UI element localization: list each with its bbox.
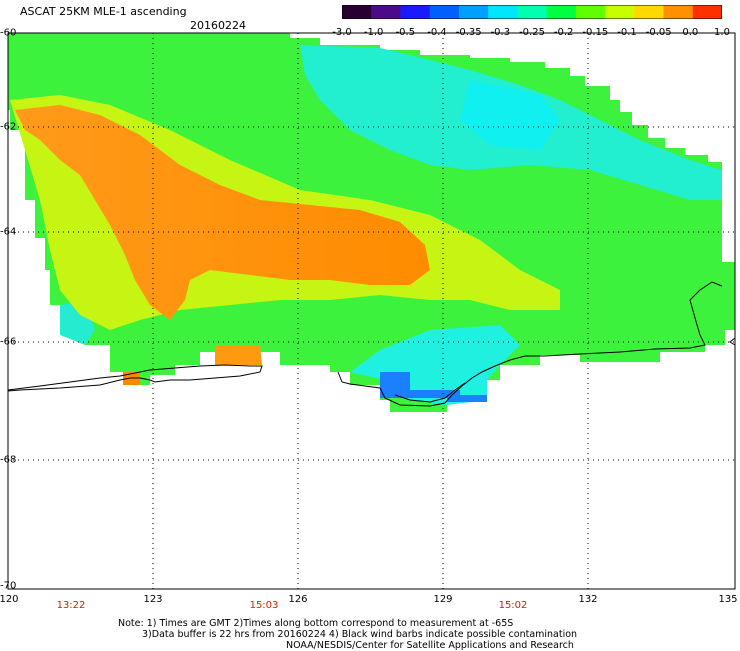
- lon-label-123: 123: [143, 594, 163, 605]
- coastline-inlet: [394, 382, 466, 403]
- colorbar-swatch: [458, 5, 489, 19]
- pass-time-label: 15:02: [498, 600, 528, 611]
- colorbar-swatch: [605, 5, 635, 19]
- swath-orange-core: [15, 105, 430, 320]
- colorbar-swatch: [342, 5, 372, 19]
- lon-label-120: 120: [0, 594, 19, 605]
- lat-label-66: -66: [0, 336, 17, 348]
- lat-label-62: -62: [0, 121, 17, 133]
- chart-title: ASCAT 25KM MLE-1 ascending: [20, 5, 187, 18]
- lat-label-64: -64: [0, 226, 17, 238]
- colorbar-swatch: [400, 5, 431, 19]
- lon-label-132: 132: [578, 594, 598, 605]
- swath-cyan-patch: [460, 80, 560, 150]
- swath-blue-patch: [380, 372, 487, 402]
- note-line-3: NOAA/NESDIS/Center for Satellite Applica…: [286, 640, 574, 651]
- colorbar-swatch: [371, 5, 401, 19]
- colorbar-swatch: [546, 5, 577, 19]
- graticule: [8, 33, 735, 589]
- lon-label-135: 135: [718, 594, 738, 605]
- colorbar: [342, 5, 722, 19]
- lon-label-129: 129: [433, 594, 453, 605]
- lon-label-126: 126: [288, 594, 308, 605]
- colorbar-swatch: [517, 5, 548, 19]
- map-frame: [7, 32, 736, 590]
- pass-time-label: 15:03: [249, 600, 279, 611]
- colorbar-swatch: [692, 5, 722, 19]
- lat-label-70: -70: [0, 580, 17, 592]
- colorbar-swatch: [575, 5, 606, 19]
- colorbar-swatch: [663, 5, 694, 19]
- note-line-2: 3)Data buffer is 22 hrs from 20160224 4)…: [142, 629, 578, 640]
- lat-label-68: -68: [0, 454, 17, 466]
- colorbar-swatch: [488, 5, 518, 19]
- note-line-1: Note: 1) Times are GMT 2)Times along bot…: [118, 618, 514, 629]
- chart-date: 20160224: [190, 19, 246, 32]
- pass-time-label: 13:22: [56, 600, 86, 611]
- colorbar-swatch: [429, 5, 460, 19]
- swath-orange-spot: [215, 345, 262, 365]
- data-swath: [8, 33, 735, 412]
- colorbar-swatch: [634, 5, 665, 19]
- lat-label-60: -60: [0, 27, 17, 39]
- antarctic-coastline: [7, 281, 736, 407]
- footer-note: Note: 1) Times are GMT 2)Times along bot…: [118, 618, 577, 651]
